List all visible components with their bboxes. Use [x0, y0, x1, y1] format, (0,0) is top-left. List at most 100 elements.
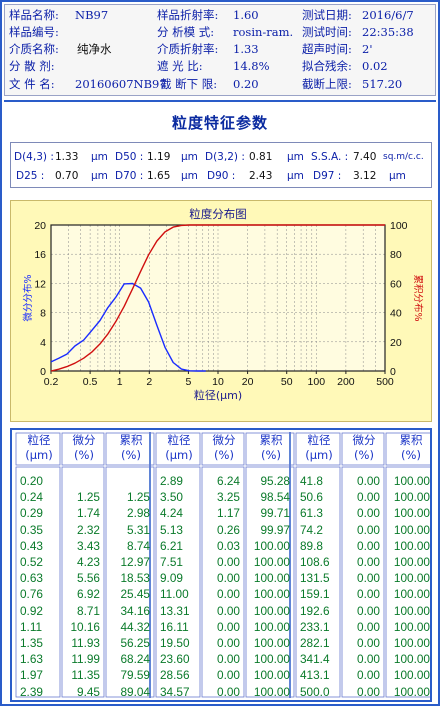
- x-tick-label: 10: [212, 376, 224, 388]
- distribution-chart: 粒度分布图 0.2 0.5 1 2 5 10 20 50 100 200 500 粒径(μm) 0 4 8 12…: [10, 200, 432, 422]
- test-date-label: 测试日期:: [302, 8, 352, 22]
- table-cell: 0.00: [357, 603, 380, 618]
- table-cell: 11.99: [71, 652, 100, 667]
- x-axis-label: 粒径(μm): [194, 388, 242, 402]
- table-cell: 0.00: [357, 652, 380, 667]
- table-cell: 12.97: [120, 555, 150, 569]
- table-cell: 100.00: [393, 619, 430, 634]
- table-cell: 18.53: [120, 571, 150, 586]
- table-cell: 3.50: [160, 490, 183, 505]
- column-border: [155, 466, 201, 698]
- table-cell: 282.1: [300, 636, 330, 650]
- d90-label: D90 :: [207, 170, 236, 182]
- table-cell: 6.21: [160, 538, 183, 553]
- table-cell: 0.63: [20, 571, 43, 586]
- table-cell: 100.00: [253, 668, 290, 683]
- table-cell: 6.92: [77, 587, 100, 602]
- sample-no-label: 样品编号:: [9, 25, 59, 39]
- table-cell: 0.00: [217, 668, 240, 683]
- distribution-table: 粒径 (μm) 0.20 0.24 0.29 0.35 0.43 0.52 0.63 0.76 0.…: [10, 428, 432, 702]
- refraction-label: 样品折射率:: [157, 8, 219, 22]
- d43-unit: μm: [91, 151, 108, 163]
- table-cell: 95.28: [260, 474, 290, 488]
- table-cell: 100.00: [393, 668, 430, 683]
- table-cell: 1.17: [217, 506, 240, 521]
- column-header-title: 微分: [72, 433, 96, 447]
- table-cell: 13.31: [160, 603, 190, 618]
- table-cell: 5.31: [127, 522, 150, 537]
- lower-limit-label: 截 断下 限:: [160, 77, 218, 91]
- table-cell: 0.00: [357, 668, 380, 683]
- y-left-axis-label: 微分分布%: [22, 274, 34, 321]
- d50-unit: μm: [181, 151, 198, 163]
- table-cell: 100.00: [253, 603, 290, 618]
- table-cell: 11.93: [71, 636, 100, 650]
- test-time-value: 22:35:38: [362, 25, 414, 39]
- table-cell: 0.00: [217, 587, 240, 602]
- column-header: 累积 (%): [246, 434, 296, 461]
- table-cell: 0.00: [357, 684, 380, 699]
- table-cell: 0.92: [20, 603, 43, 618]
- table-cell: 0.52: [20, 555, 43, 569]
- d32-unit: μm: [287, 151, 304, 163]
- column-header-title: 累积: [119, 433, 143, 447]
- table-cell: 500.0: [300, 684, 330, 699]
- table-cell: 0.00: [357, 571, 380, 586]
- d25-value: 0.70: [55, 170, 79, 182]
- params-title: 粒度特征参数: [171, 114, 268, 132]
- x-tick-label: 200: [337, 376, 355, 388]
- table-cell: 99.71: [260, 506, 290, 521]
- header-cell-border: [201, 432, 245, 466]
- d70-value: 1.65: [147, 170, 171, 182]
- x-tick-label: 0.5: [83, 376, 98, 388]
- d32-value: 0.81: [249, 151, 273, 163]
- table-cell: 413.1: [300, 668, 330, 683]
- y-left-tick-label: 12: [34, 278, 46, 290]
- table-cell: 100.00: [393, 587, 430, 602]
- table-cell: 16.11: [160, 619, 189, 634]
- column-header: 微分 (%): [342, 434, 386, 461]
- column-header-unit: (μm): [25, 448, 53, 462]
- column-header-title: 粒径: [167, 433, 191, 447]
- table-cell: 74.2: [300, 522, 323, 537]
- table-cell: 341.4: [300, 652, 330, 667]
- x-tick-label: 1: [117, 376, 123, 388]
- table-cell: 0.00: [357, 636, 380, 650]
- table-cell: 0.29: [20, 506, 43, 521]
- table-cell: 1.97: [20, 668, 43, 683]
- table-cell: 100.00: [393, 684, 430, 699]
- header-cell-border: [61, 432, 105, 466]
- table-cell: 0.00: [217, 603, 240, 618]
- d90-unit: μm: [287, 170, 304, 182]
- column-header-unit: (%): [401, 448, 421, 462]
- table-cell: 100.00: [393, 555, 430, 569]
- divider: [4, 100, 436, 102]
- column-header-title: 累积: [259, 433, 283, 447]
- d50-label: D50 :: [115, 151, 144, 163]
- table-cell: 0.24: [20, 490, 43, 505]
- column-header-title: 粒径: [27, 433, 51, 447]
- series-line-cumulative: [50, 224, 385, 372]
- header-cell-border: [15, 432, 61, 466]
- column-border: [385, 466, 430, 698]
- x-tick-label: 20: [242, 376, 254, 388]
- y-right-tick-label: 100: [390, 220, 408, 232]
- table-cell: 1.25: [77, 490, 100, 505]
- header-cell-border: [245, 432, 295, 466]
- table-cell: 10.16: [70, 619, 100, 634]
- column-border: [105, 466, 155, 698]
- medium-refraction-value: 1.33: [233, 42, 259, 56]
- series-line-differential: [50, 282, 206, 372]
- table-cell: 0.00: [357, 522, 380, 537]
- d70-label: D70 :: [115, 170, 144, 182]
- table-cell: 9.45: [77, 684, 100, 699]
- table-cell: 0.00: [217, 684, 240, 699]
- x-tick-label: 2: [146, 376, 152, 388]
- table-cell: 159.1: [300, 587, 330, 602]
- obscuration-label: 遮 光 比:: [157, 59, 203, 73]
- table-cell: 3.25: [217, 490, 240, 505]
- x-tick-label: 5: [185, 376, 191, 388]
- table-cell: 41.8: [300, 474, 323, 488]
- x-tick-label: 0.2: [44, 376, 59, 388]
- table-cell: 79.59: [120, 668, 150, 683]
